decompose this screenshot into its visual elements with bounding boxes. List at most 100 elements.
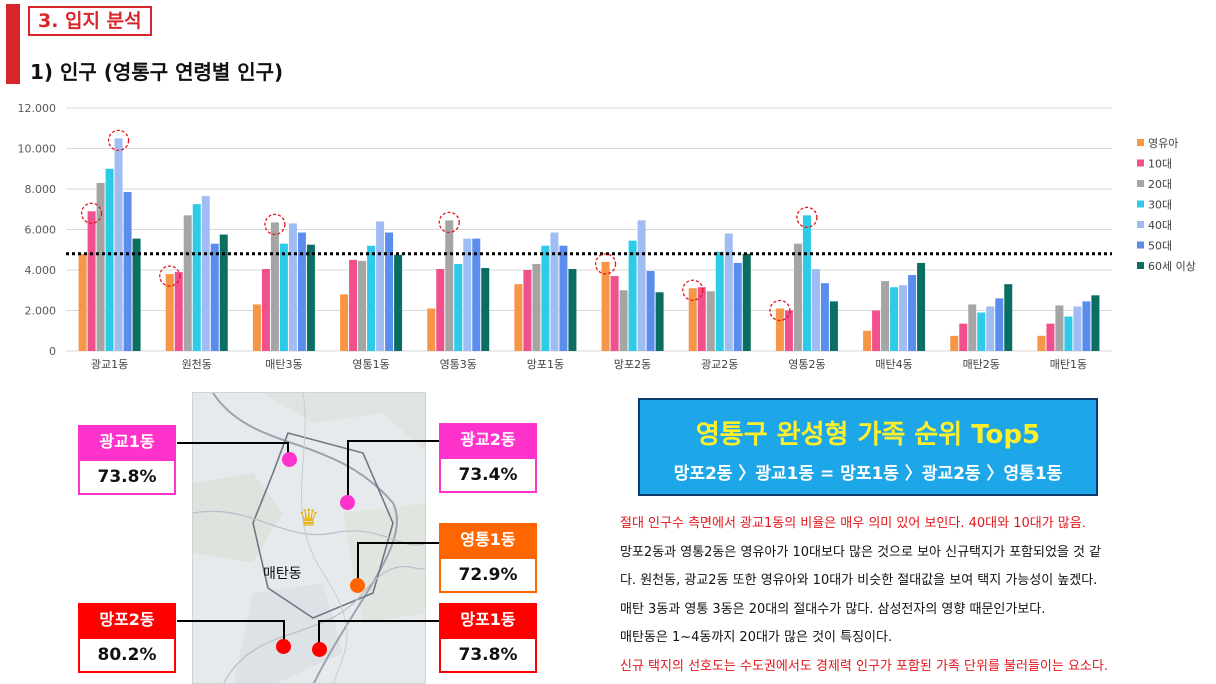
y-tick-label: 4.000 <box>25 264 57 277</box>
leader-line <box>318 620 439 622</box>
bar <box>697 287 706 351</box>
bar <box>986 306 995 351</box>
bar <box>908 275 917 351</box>
top5-ranking-box: 영통구 완성형 가족 순위 Top5 망포2동 〉광교1동 = 망포1동 〉광교… <box>638 398 1098 496</box>
legend-label: 20대 <box>1148 178 1172 191</box>
bar <box>550 232 559 351</box>
bar <box>174 272 183 351</box>
map-marker-yeongtong1 <box>350 578 365 593</box>
bar <box>724 233 733 351</box>
note-line: 매탄 3동과 영통 3동은 20대의 절대수가 많다. 삼성전자의 영향 때문인… <box>620 601 1046 617</box>
leader-line <box>357 542 359 584</box>
bar <box>219 234 228 351</box>
x-tick-label: 영통3동 <box>440 358 477 371</box>
population-bar-chart: 0 2.000 4.000 6.000 8.000 10.000 12.000 광교1동 원천동… <box>18 102 1196 371</box>
bar <box>472 238 481 351</box>
bar <box>1091 295 1100 351</box>
bar <box>917 262 926 351</box>
bar <box>863 330 872 351</box>
bar <box>1082 301 1091 351</box>
bar <box>96 182 105 351</box>
callout-value: 73.8% <box>439 637 537 673</box>
highlight-circle <box>438 211 460 234</box>
bar <box>610 276 619 351</box>
highlight-circle <box>264 213 286 236</box>
leader-line <box>177 620 285 622</box>
bar <box>977 312 986 351</box>
bar <box>890 287 899 351</box>
leader-line <box>177 442 287 444</box>
bar <box>619 290 628 351</box>
x-tick-label: 매탄4동 <box>875 358 912 371</box>
x-tick-label: 영통1동 <box>352 358 389 371</box>
x-tick-label: 망포2동 <box>614 358 651 371</box>
leader-line <box>347 440 439 442</box>
bar <box>968 304 977 351</box>
bar <box>881 281 890 351</box>
bar <box>1073 306 1082 351</box>
bar <box>306 244 315 351</box>
bar <box>114 138 123 351</box>
bar <box>454 263 463 351</box>
bar <box>742 253 751 351</box>
bar <box>358 260 367 351</box>
callout-gwanggyo2: 광교2동 73.4% <box>439 423 537 493</box>
top5-ranking: 망포2동 〉광교1동 = 망포1동 〉광교2동 〉영통1동 <box>673 464 1063 484</box>
highlight-circle <box>796 206 818 228</box>
callout-mangpo1: 망포1동 73.8% <box>439 603 537 673</box>
y-tick-label: 6.000 <box>25 224 57 237</box>
callout-label: 망포2동 <box>78 603 176 637</box>
highlight-circle <box>769 299 791 322</box>
bar <box>514 284 523 351</box>
x-tick-label: 원천동 <box>182 357 212 371</box>
bar <box>872 310 881 351</box>
bar <box>1037 335 1046 351</box>
x-tick-label: 매탄2동 <box>963 358 1000 371</box>
callout-gwanggyo1: 광교1동 73.8% <box>78 425 176 495</box>
highlight-circle <box>594 253 617 275</box>
leader-line <box>283 620 285 646</box>
note-line: 신규 택지의 선호도는 수도권에서도 경제력 인구가 포함된 가족 단위를 불러… <box>620 658 1108 674</box>
map-label: 매탄동 <box>263 566 302 582</box>
bar <box>165 274 174 351</box>
bar <box>78 253 87 351</box>
bar <box>715 251 724 351</box>
bar <box>995 298 1004 351</box>
y-tick-label: 8.000 <box>25 183 57 196</box>
bar <box>279 243 288 351</box>
legend-label: 40대 <box>1148 219 1172 232</box>
legend-swatch <box>1137 200 1144 208</box>
bar <box>123 192 132 351</box>
bar <box>463 238 472 351</box>
bar <box>445 220 454 351</box>
callout-value: 72.9% <box>439 557 537 593</box>
page-subtitle: 1) 인구 (영통구 연령별 인구) <box>30 60 284 84</box>
bar <box>829 301 838 351</box>
section-title-box: 3. 입지 분석 <box>28 6 152 36</box>
crown-icon: ♛ <box>298 504 320 532</box>
callout-label: 광교2동 <box>439 423 537 457</box>
bar <box>688 288 697 351</box>
bar <box>655 292 664 351</box>
bar <box>367 245 376 351</box>
bar <box>183 215 192 351</box>
bar <box>959 323 968 351</box>
x-tick-label: 영통2동 <box>788 358 825 371</box>
callout-value: 80.2% <box>78 637 176 673</box>
bar <box>820 283 829 351</box>
bar <box>288 223 297 351</box>
callout-label: 광교1동 <box>78 425 176 459</box>
note-line: 망포2동과 영통2동은 영유아가 10대보다 많은 것으로 보아 신규택지가 포… <box>620 544 1102 560</box>
note-line: 매탄동은 1~4동까지 20대가 많은 것이 특징이다. <box>620 630 893 645</box>
bar <box>1046 323 1055 351</box>
note-line: 절대 인구수 측면에서 광교1동의 비율은 매우 의미 있어 보인다. 40대와… <box>620 516 1086 531</box>
highlight-circle <box>159 265 181 287</box>
x-tick-label: 매탄3동 <box>265 358 302 371</box>
legend-label: 50대 <box>1148 240 1172 253</box>
bar <box>541 245 550 351</box>
bar <box>784 310 793 351</box>
bar <box>210 243 219 351</box>
legend-swatch <box>1137 262 1144 269</box>
bar <box>297 232 306 351</box>
legend-swatch <box>1137 221 1144 228</box>
